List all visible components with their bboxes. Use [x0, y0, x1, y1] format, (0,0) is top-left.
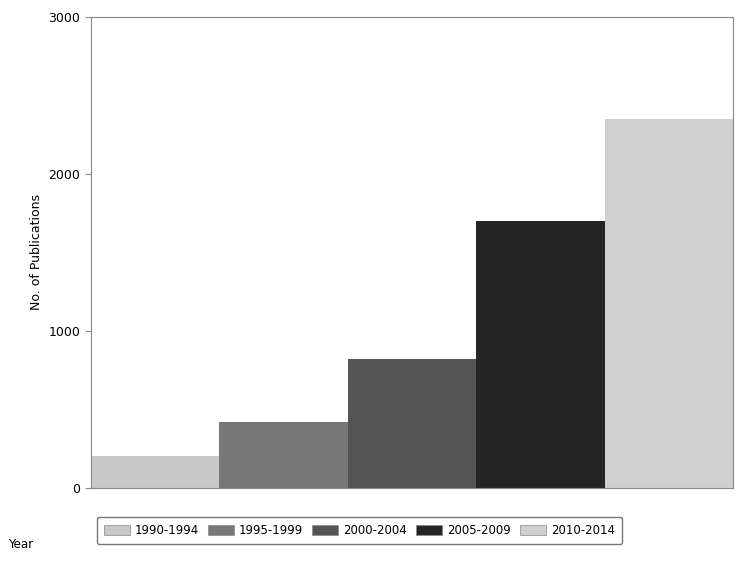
Bar — [91, 456, 219, 488]
Text: Year: Year — [8, 538, 33, 551]
Y-axis label: No. of Publications: No. of Publications — [30, 194, 43, 310]
Bar — [605, 119, 733, 488]
Bar — [219, 422, 348, 488]
Bar — [348, 359, 476, 488]
Bar — [476, 221, 605, 488]
Legend: 1990-1994, 1995-1999, 2000-2004, 2005-2009, 2010-2014: 1990-1994, 1995-1999, 2000-2004, 2005-20… — [97, 517, 622, 544]
